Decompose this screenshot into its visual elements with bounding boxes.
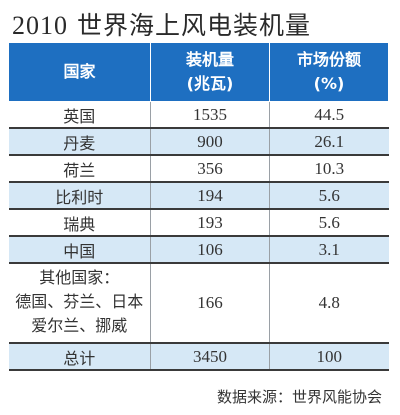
table-row: 荷兰 356 10.3 — [8, 155, 389, 183]
cell-country: 瑞典 — [8, 209, 151, 237]
table-header-row: 国家 装机量 (兆瓦) 市场份额 (%) — [8, 42, 389, 102]
header-capacity: 装机量 (兆瓦) — [150, 42, 270, 102]
title-year: 2010 — [12, 11, 68, 40]
cell-country: 中国 — [8, 236, 151, 264]
cell-share: 3.1 — [269, 236, 389, 264]
cell-country: 荷兰 — [8, 155, 151, 183]
cell-country: 丹麦 — [8, 128, 151, 156]
table-row: 其他国家： 德国、芬兰、日本 爱尔兰、挪威 166 4.8 — [8, 263, 389, 344]
header-share-line1: 市场份额 — [296, 50, 361, 69]
cell-country: 其他国家： 德国、芬兰、日本 爱尔兰、挪威 — [8, 263, 151, 344]
cell-share: 10.3 — [269, 155, 389, 183]
cell-capacity: 194 — [150, 182, 270, 210]
cell-share: 5.6 — [269, 182, 389, 210]
cell-share: 26.1 — [269, 128, 389, 156]
header-share: 市场份额 (%) — [269, 42, 389, 102]
cell-share: 5.6 — [269, 209, 389, 237]
cell-capacity: 356 — [150, 155, 270, 183]
table-row: 英国 1535 44.5 — [8, 101, 389, 129]
cell-country: 总计 — [8, 343, 151, 371]
cell-country: 英国 — [8, 101, 151, 129]
source-note: 数据来源：世界风能协会 — [216, 388, 382, 406]
header-share-line2: (%) — [313, 74, 345, 93]
table-row: 中国 106 3.1 — [8, 236, 389, 264]
header-capacity-line2: (兆瓦) — [186, 74, 234, 93]
cell-capacity: 106 — [150, 236, 270, 264]
cell-capacity: 166 — [150, 263, 270, 344]
title-text: 世界海上风电装机量 — [68, 11, 311, 40]
header-capacity-line1: 装机量 — [185, 50, 234, 69]
cell-country-line: 其他国家： — [39, 268, 120, 287]
cell-country-line: 爱尔兰、挪威 — [31, 316, 128, 335]
cell-share: 44.5 — [269, 101, 389, 129]
cell-capacity: 3450 — [150, 343, 270, 371]
cell-country-line: 德国、芬兰、日本 — [15, 292, 144, 311]
cell-share: 100 — [269, 343, 389, 371]
cell-capacity: 900 — [150, 128, 270, 156]
table-row: 比利时 194 5.6 — [8, 182, 389, 210]
table-row-total: 总计 3450 100 — [8, 343, 389, 371]
cell-country: 比利时 — [8, 182, 151, 210]
table-row: 丹麦 900 26.1 — [8, 128, 389, 156]
table-row: 瑞典 193 5.6 — [8, 209, 389, 237]
wind-capacity-table: 国家 装机量 (兆瓦) 市场份额 (%) 英国 1535 44.5 丹麦 900… — [8, 42, 389, 371]
cell-capacity: 193 — [150, 209, 270, 237]
cell-capacity: 1535 — [150, 101, 270, 129]
cell-share: 4.8 — [269, 263, 389, 344]
page-title: 2010 世界海上风电装机量 — [12, 6, 311, 42]
header-country: 国家 — [8, 42, 151, 102]
